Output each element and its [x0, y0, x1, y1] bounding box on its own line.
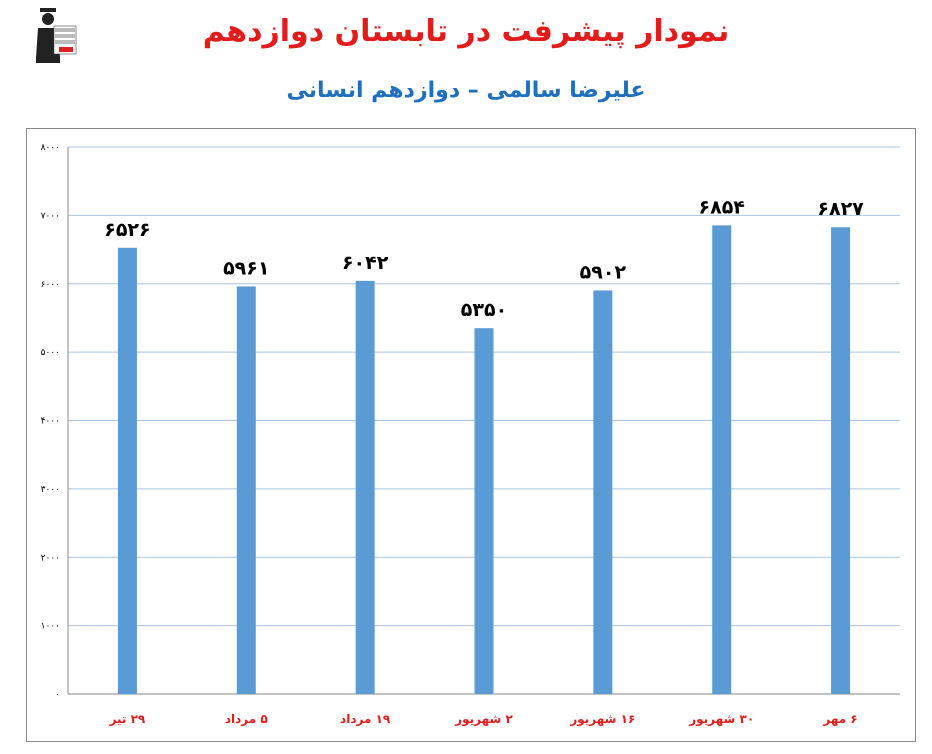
data-label: ۵۹۶۱ [223, 257, 269, 279]
y-tick-label: ۶۰۰۰ [41, 280, 60, 290]
bar [593, 290, 613, 694]
data-label: ۵۹۰۲ [580, 261, 627, 283]
category-label: ۶ مهر [822, 712, 857, 726]
page-title: نمودار پیشرفت در تابستان دوازدهم [202, 14, 730, 49]
y-tick-label: ۰ [55, 690, 60, 700]
data-label: ۶۵۲۶ [104, 219, 150, 241]
y-tick-label: ۸۰۰۰ [41, 143, 60, 153]
y-tick-label: ۴۰۰۰ [41, 417, 60, 427]
y-tick-label: ۱۰۰۰ [41, 622, 60, 632]
category-label: ۲ شهریور [454, 712, 513, 727]
bar [355, 280, 375, 694]
y-tick-label: ۲۰۰۰ [41, 553, 60, 563]
y-tick-label: ۵۰۰۰ [41, 348, 60, 358]
y-tick-label: ۷۰۰۰ [41, 211, 60, 221]
logo [26, 6, 78, 66]
data-label: ۶۸۲۷ [817, 198, 864, 220]
category-label: ۵ مرداد [225, 712, 268, 726]
bar [831, 227, 851, 695]
category-label: ۳۰ شهریور [688, 712, 754, 727]
bar [236, 286, 256, 694]
bar [712, 225, 732, 694]
chart-frame [26, 128, 916, 742]
bar [117, 247, 137, 695]
category-label: ۲۹ تیر [109, 712, 146, 726]
page-subtitle: علیرضا سالمی – دوازدهم انسانی [286, 78, 646, 103]
data-label: ۶۰۴۲ [342, 252, 389, 274]
category-label: ۱۹ مرداد [340, 712, 391, 726]
data-label: ۶۸۵۴ [699, 196, 745, 218]
graduate-logo-icon [36, 8, 77, 63]
data-label: ۵۳۵۰ [461, 299, 507, 321]
bar [474, 328, 494, 694]
y-tick-label: ۳۰۰۰ [41, 485, 60, 495]
category-label: ۱۶ شهریور [569, 712, 635, 727]
